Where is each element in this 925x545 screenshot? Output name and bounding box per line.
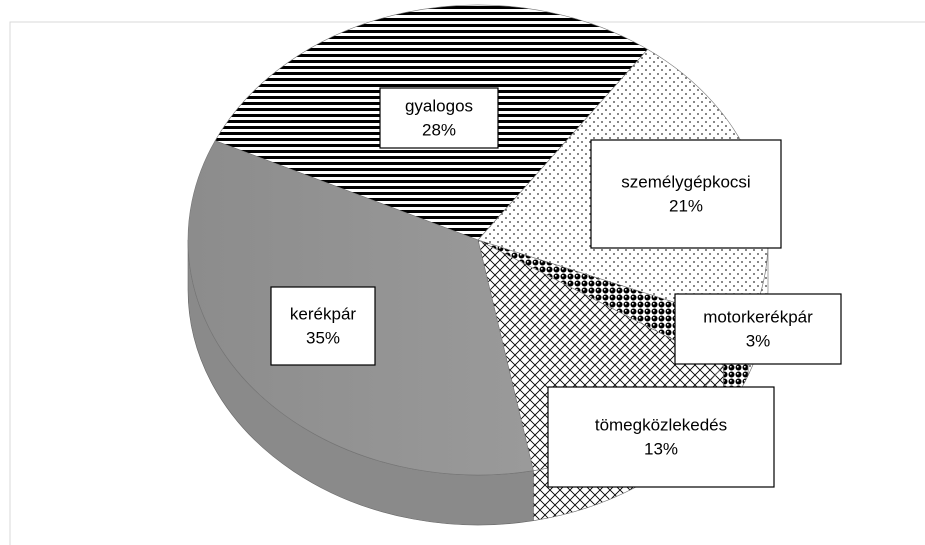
label-box: [547, 386, 775, 488]
value-label: 21%: [669, 196, 703, 215]
category-label: kerékpár: [290, 304, 356, 323]
category-label: gyalogos: [405, 96, 473, 115]
category-label: motorkerékpár: [703, 307, 813, 326]
label-box: [379, 87, 499, 149]
label-box: [590, 139, 782, 249]
label-box: [674, 293, 842, 365]
category-label: személygépkocsi: [621, 172, 750, 191]
label-box: [270, 286, 376, 366]
value-label: 28%: [422, 120, 456, 139]
value-label: 3%: [746, 331, 771, 350]
value-label: 35%: [306, 328, 340, 347]
value-label: 13%: [644, 439, 678, 458]
category-label: tömegközlekedés: [595, 415, 727, 434]
